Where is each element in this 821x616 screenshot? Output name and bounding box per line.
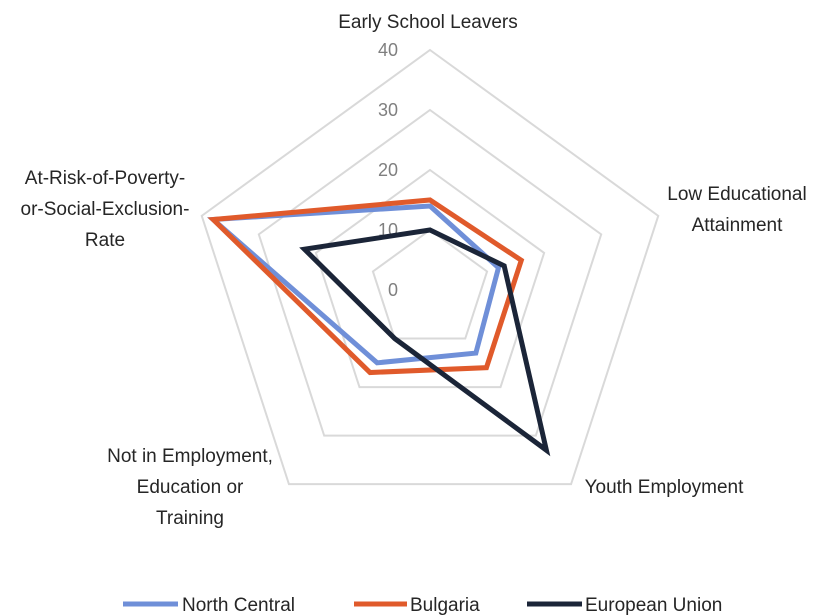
- series-layer: [206, 197, 551, 457]
- axis-label: Early School Leavers: [338, 12, 518, 33]
- legend: North Central Bulgaria European Union: [123, 595, 722, 616]
- axis-label: Low Educational Attainment: [667, 184, 806, 236]
- axis-label: Not in Employment, Education or Training: [107, 446, 273, 529]
- legend-label: European Union: [585, 595, 722, 616]
- radar-grid: [200, 48, 660, 486]
- tick-label: 20: [378, 160, 398, 180]
- axis-label: Youth Employment: [585, 477, 745, 498]
- legend-item: Bulgaria: [354, 595, 480, 616]
- tick-label: 40: [378, 40, 398, 60]
- tick-label: 0: [388, 280, 398, 300]
- axis-label: At-Risk-of-Poverty-or-Social-Exclusion-R…: [21, 168, 190, 251]
- legend-item: European Union: [527, 595, 722, 616]
- series-line-2: [299, 227, 551, 457]
- series-line-1: [207, 197, 525, 376]
- axis-labels: Early School Leavers Low Educational Attai…: [21, 12, 807, 529]
- legend-label: Bulgaria: [410, 595, 480, 616]
- tick-label: 30: [378, 100, 398, 120]
- legend-label: North Central: [182, 595, 295, 616]
- grid-ring-1: [371, 228, 489, 340]
- grid-ring-2: [314, 168, 546, 389]
- grid-ring-4: [200, 48, 660, 486]
- legend-item: North Central: [123, 595, 295, 616]
